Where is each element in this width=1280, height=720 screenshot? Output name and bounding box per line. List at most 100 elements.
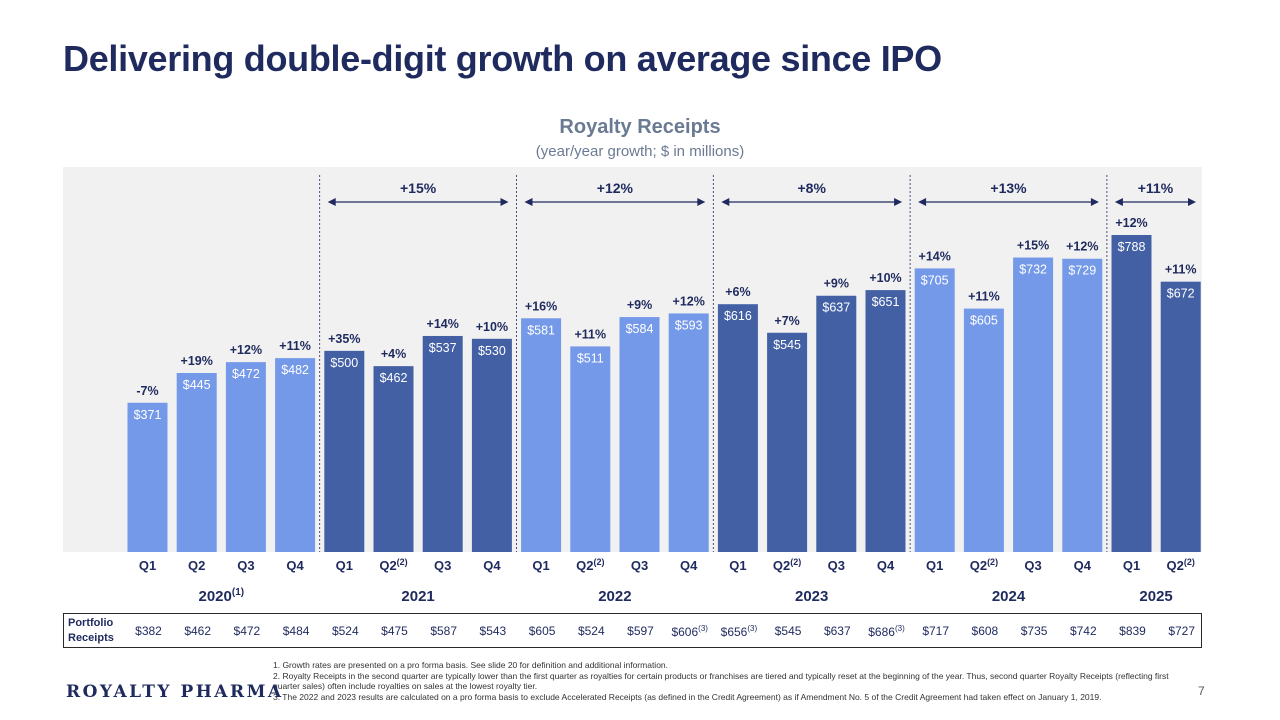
portfolio-receipts-label: Portfolio Receipts xyxy=(68,617,114,644)
bar-value-label: $371 xyxy=(134,408,162,422)
quarter-label: Q2(2) xyxy=(379,557,407,573)
quarter-label: Q1 xyxy=(139,558,156,573)
quarter-label: Q1 xyxy=(729,558,746,573)
growth-label: +10% xyxy=(476,320,508,334)
bar-value-label: $511 xyxy=(577,351,604,365)
bar xyxy=(619,317,660,552)
bar-value-label: $482 xyxy=(281,363,309,377)
portfolio-receipts-value: $524 xyxy=(331,624,359,638)
bar xyxy=(1160,281,1201,552)
growth-label: +11% xyxy=(1165,263,1197,277)
portfolio-receipts-value: $606(3) xyxy=(671,624,708,639)
bar-value-label: $445 xyxy=(183,378,211,392)
year-label: 2022 xyxy=(598,588,631,605)
portfolio-receipts-value: $462 xyxy=(184,624,212,638)
quarter-label: Q4 xyxy=(877,558,895,573)
arrow-right-icon xyxy=(894,198,903,206)
bar xyxy=(963,308,1004,552)
portfolio-receipts-value: $656(3) xyxy=(720,624,758,639)
quarter-label: Q1 xyxy=(1123,558,1140,573)
quarter-label: Q3 xyxy=(631,558,648,573)
growth-label: +7% xyxy=(774,314,799,328)
annual-growth-label: +15% xyxy=(400,180,437,196)
portfolio-receipts-value: $608 xyxy=(971,624,999,638)
growth-label: +4% xyxy=(381,347,406,361)
growth-label: +16% xyxy=(525,299,557,313)
year-label: 2023 xyxy=(795,588,828,605)
portfolio-receipts-value: $484 xyxy=(282,624,310,638)
growth-label: +15% xyxy=(1017,239,1049,253)
portfolio-receipts-value: $717 xyxy=(922,624,950,638)
bar xyxy=(570,346,611,552)
annual-growth-label: +8% xyxy=(797,180,826,196)
bar xyxy=(422,335,463,552)
quarter-label: Q2 xyxy=(188,558,205,573)
chart-title: Royalty Receipts xyxy=(559,116,721,138)
growth-label: +14% xyxy=(919,249,951,263)
bar-value-label: $616 xyxy=(724,309,752,323)
annual-growth-label: +11% xyxy=(1138,180,1174,196)
growth-label: +12% xyxy=(673,294,705,308)
portfolio-receipts-value: $727 xyxy=(1168,624,1196,638)
growth-label: +11% xyxy=(279,339,311,353)
growth-label: +12% xyxy=(1066,240,1098,254)
footnotes: 1. Growth rates are presented on a pro f… xyxy=(273,660,1173,702)
bar xyxy=(225,362,266,552)
footnote: 1. Growth rates are presented on a pro f… xyxy=(273,660,669,670)
bar-value-label: $637 xyxy=(822,301,850,315)
bar xyxy=(275,358,316,552)
bar xyxy=(865,290,906,552)
quarter-label: Q2(2) xyxy=(970,557,998,573)
bar xyxy=(324,350,365,552)
bar-value-label: $581 xyxy=(527,323,555,337)
growth-label: +12% xyxy=(230,343,262,357)
growth-label: +10% xyxy=(869,271,901,285)
quarter-label: Q4 xyxy=(680,558,698,573)
growth-label: -7% xyxy=(136,384,158,398)
arrow-left-icon xyxy=(918,198,927,206)
growth-label: +9% xyxy=(824,277,849,291)
portfolio-receipts-value: $475 xyxy=(381,624,408,638)
arrow-left-icon xyxy=(327,198,336,206)
portfolio-receipts-value: $382 xyxy=(135,624,162,638)
quarter-label: Q3 xyxy=(828,558,845,573)
growth-label: +14% xyxy=(427,317,459,331)
quarter-label: Q4 xyxy=(286,558,304,573)
bar-value-label: $462 xyxy=(380,371,408,385)
bar-value-label: $500 xyxy=(330,356,358,370)
royalty-pharma-logo: ROYALTY PHARMA xyxy=(66,682,284,702)
bar xyxy=(767,332,808,552)
footnote: 2. Royalty Receipts in the second quarte… xyxy=(273,670,1169,692)
bar xyxy=(717,304,758,552)
bar-value-label: $705 xyxy=(921,273,949,287)
year-label: 2021 xyxy=(401,588,434,605)
arrow-right-icon xyxy=(500,198,509,206)
portfolio-receipts-value: $524 xyxy=(577,624,605,638)
bar xyxy=(373,366,414,552)
growth-label: +11% xyxy=(574,327,606,341)
portfolio-receipts-value: $637 xyxy=(823,624,851,638)
bar xyxy=(1111,235,1152,552)
quarter-label: Q2(2) xyxy=(1167,557,1195,573)
portfolio-receipts-row: Portfolio Receipts $382 $462 $472 $484 $524 $… xyxy=(63,613,1202,648)
portfolio-receipts-value: $472 xyxy=(233,624,261,638)
bar xyxy=(471,338,512,552)
quarter-label: Q3 xyxy=(434,558,451,573)
bar xyxy=(127,402,168,552)
growth-label: +11% xyxy=(968,290,1000,304)
annual-growth-label: +13% xyxy=(990,180,1027,196)
growth-label: +6% xyxy=(725,285,750,299)
growth-label: +19% xyxy=(181,354,213,368)
bar-value-label: $537 xyxy=(429,341,457,355)
portfolio-receipts-value: $545 xyxy=(774,624,802,638)
quarter-label: Q2(2) xyxy=(773,557,801,573)
growth-label: +35% xyxy=(328,332,360,346)
chart-subtitle: (year/year growth; $ in millions) xyxy=(535,143,745,160)
portfolio-receipts-value: $839 xyxy=(1119,624,1146,638)
growth-label: +12% xyxy=(1115,216,1147,230)
bar xyxy=(176,372,217,552)
quarter-label: Q4 xyxy=(1074,558,1092,573)
bar xyxy=(1013,257,1054,552)
quarter-label: Q3 xyxy=(1024,558,1041,573)
